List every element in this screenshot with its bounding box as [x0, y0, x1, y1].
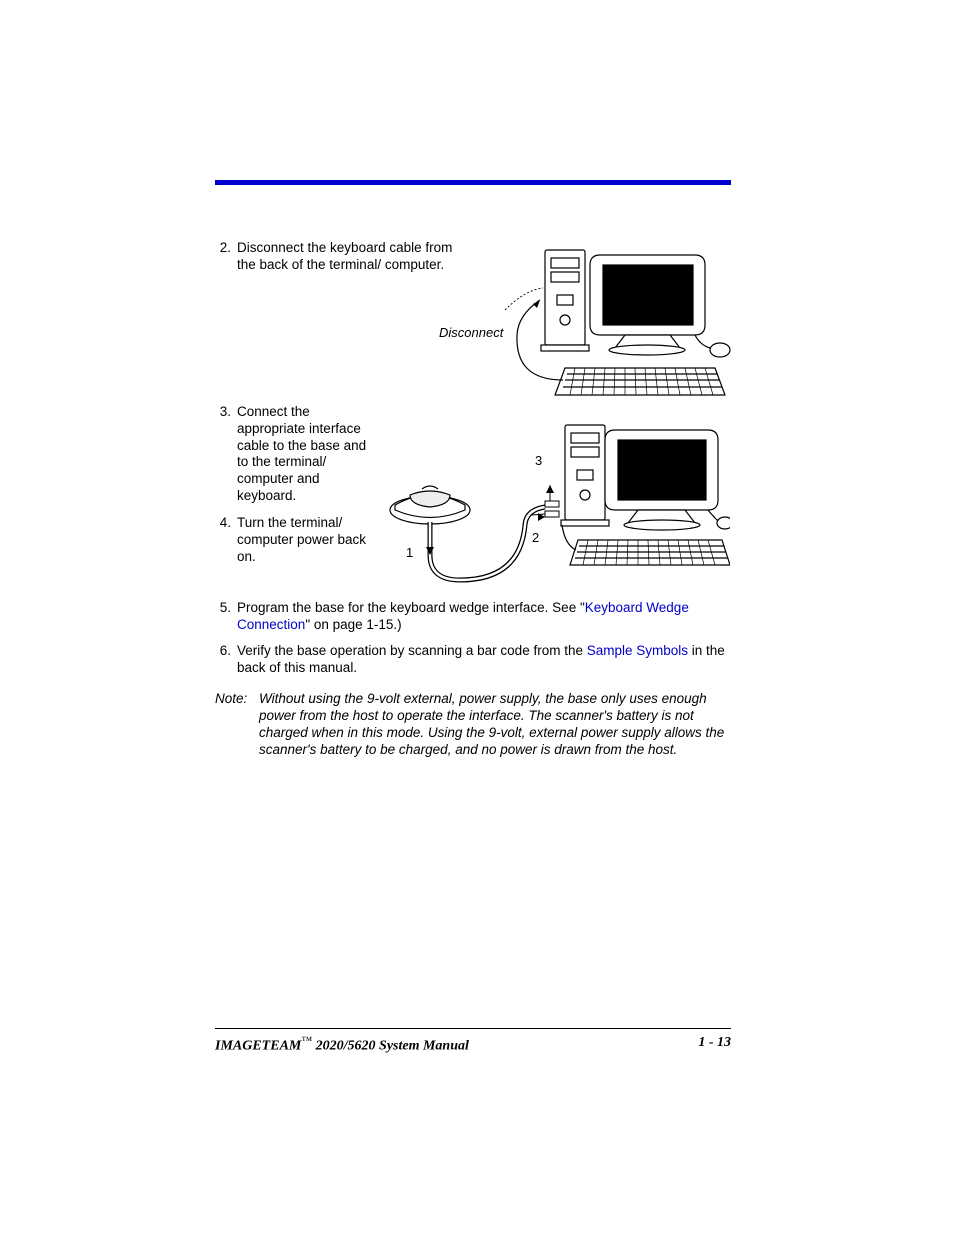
step-text: Verify the base operation by scanning a … — [237, 643, 731, 677]
tm-symbol: ™ — [301, 1035, 312, 1047]
link-sample-symbols[interactable]: Sample Symbols — [587, 643, 688, 658]
note-label: Note: — [215, 691, 259, 759]
text: " on page 1-15.) — [305, 617, 401, 632]
step-number: 6. — [215, 643, 237, 677]
step-3: 3. Connect the appropriate interface cab… — [215, 404, 731, 505]
note: Note: Without using the 9-volt external,… — [215, 691, 731, 759]
note-text: Without using the 9-volt external, power… — [259, 691, 731, 759]
body-content: 2. Disconnect the keyboard cable from th… — [215, 240, 731, 759]
header-rule — [215, 180, 731, 185]
step-6: 6. Verify the base operation by scanning… — [215, 643, 731, 677]
footer-subtitle: 2020/5620 System Manual — [312, 1039, 469, 1054]
step-5: 5. Program the base for the keyboard wed… — [215, 600, 731, 634]
text: Program the base for the keyboard wedge … — [237, 600, 585, 615]
footer-title: IMAGETEAM™ 2020/5620 System Manual — [215, 1035, 469, 1055]
footer-brand: IMAGETEAM — [215, 1039, 301, 1054]
step-text: Program the base for the keyboard wedge … — [237, 600, 731, 634]
page-footer: IMAGETEAM™ 2020/5620 System Manual 1 - 1… — [215, 1028, 731, 1055]
step-number: 4. — [215, 515, 237, 566]
step-number: 5. — [215, 600, 237, 634]
text: Verify the base operation by scanning a … — [237, 643, 587, 658]
step-4: 4. Turn the terminal/ computer power bac… — [215, 515, 731, 566]
step-number: 2. — [215, 240, 237, 274]
step-text: Turn the terminal/ computer power back o… — [237, 515, 367, 566]
step-text: Disconnect the keyboard cable from the b… — [237, 240, 467, 274]
page-number: 1 - 13 — [698, 1035, 731, 1055]
step-text: Connect the appropriate interface cable … — [237, 404, 367, 505]
step-2: 2. Disconnect the keyboard cable from th… — [215, 240, 731, 274]
step-number: 3. — [215, 404, 237, 505]
